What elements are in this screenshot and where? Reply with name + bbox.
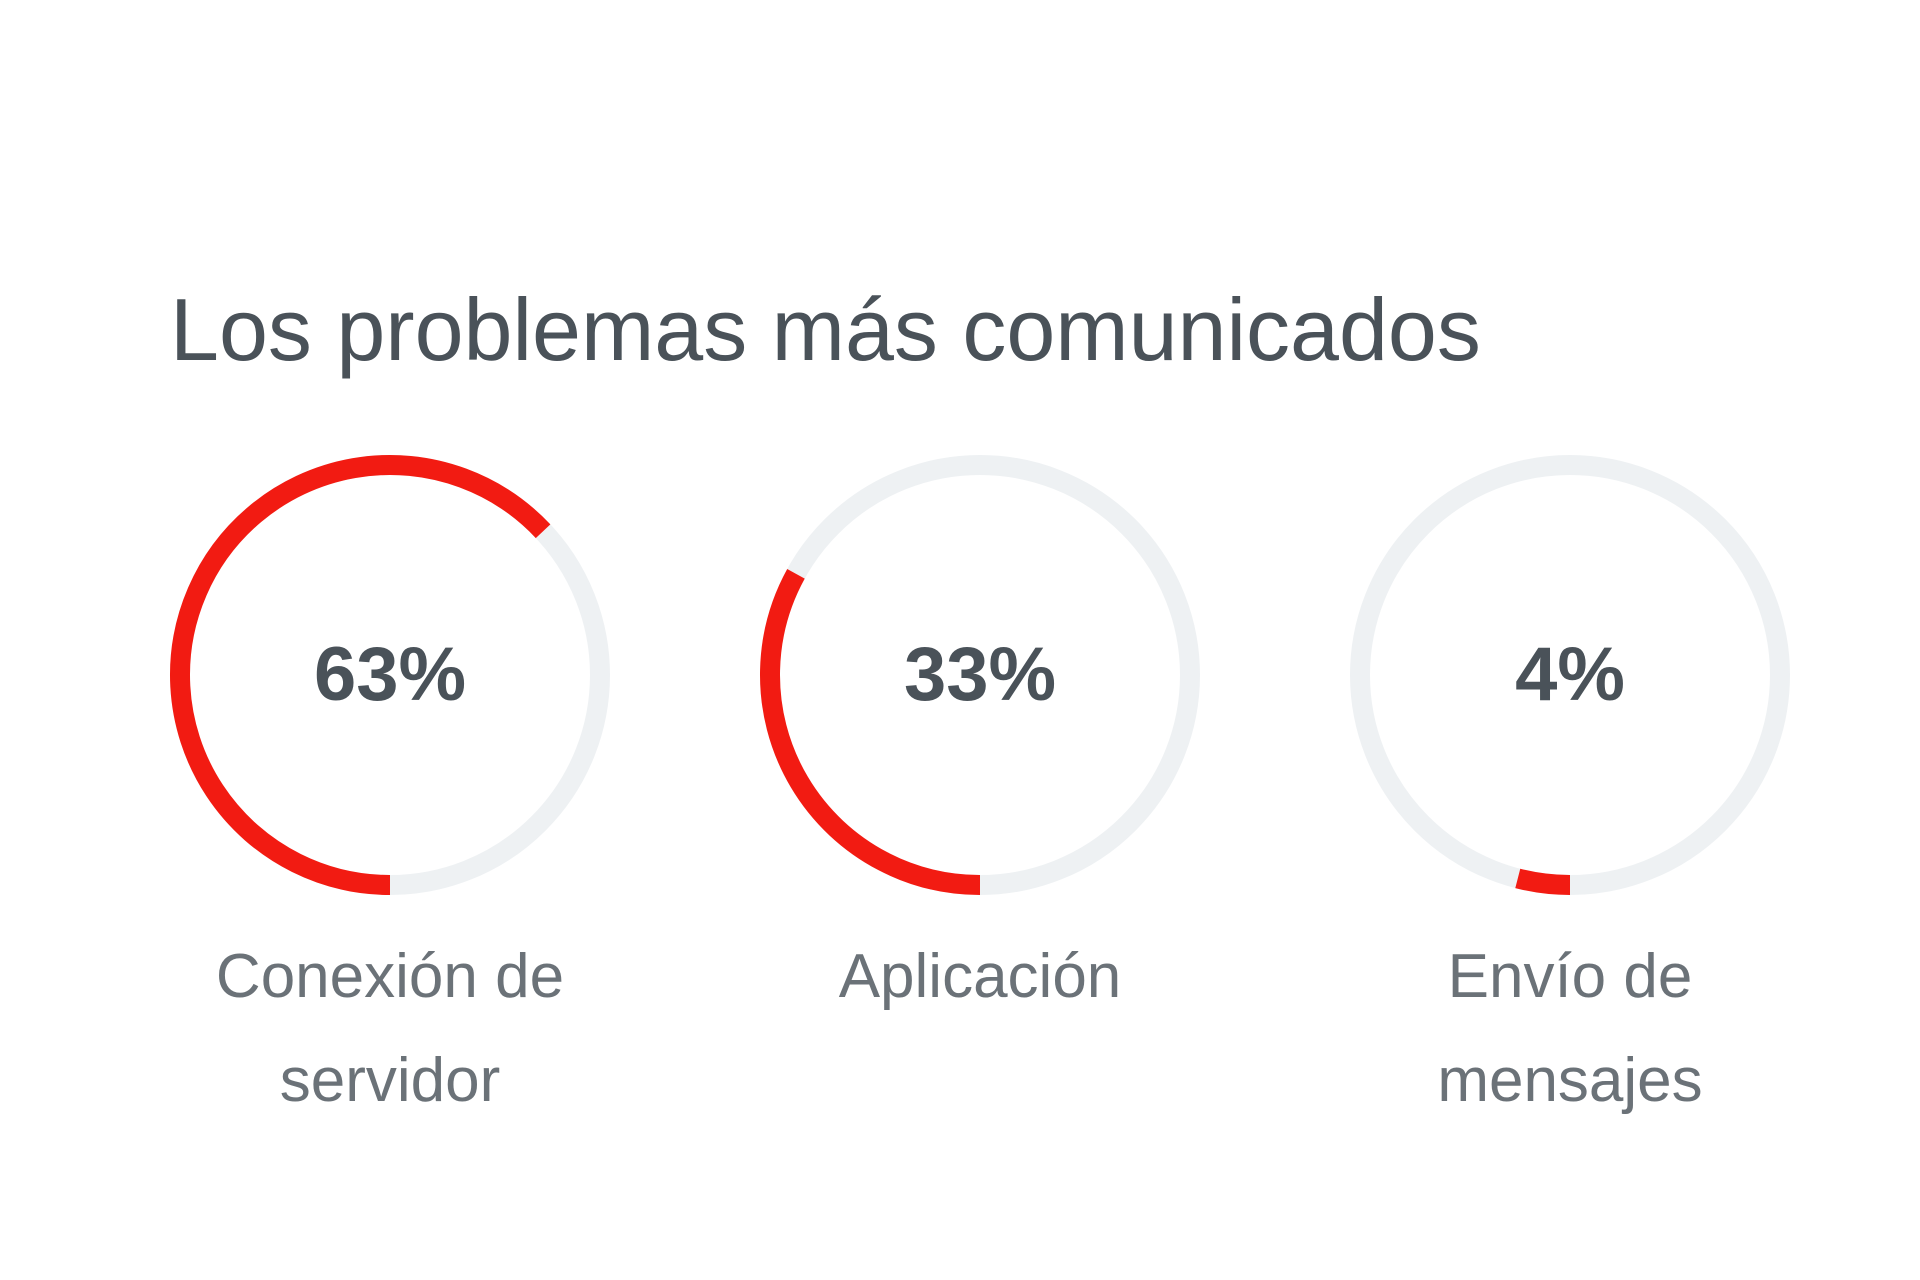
donut-chart [170,455,610,895]
gauge-label: Aplicación [838,942,1122,1011]
donut-chart [1350,455,1790,895]
gauge-label: Conexión de servidor [215,942,565,1115]
gauge-envio-de-mensajes: 4% Envío de mensajes [1350,455,1790,1115]
gauge-aplicacion: 33% Aplicación [760,455,1200,1095]
gauge-arc [760,569,981,895]
gauge-arc [1515,868,1571,895]
donut-chart [760,455,1200,895]
gauge-label: Envío de mensajes [1437,942,1703,1115]
chart-title: Los problemas más comunicados [170,280,1481,379]
gauge-conexion-de-servidor: 63% Conexión de servidor [170,455,610,1115]
gauge-arc [170,455,551,895]
gauge-value: 4% [1515,632,1625,717]
gauge-value: 33% [903,632,1057,717]
gauge-value: 63% [313,632,467,717]
